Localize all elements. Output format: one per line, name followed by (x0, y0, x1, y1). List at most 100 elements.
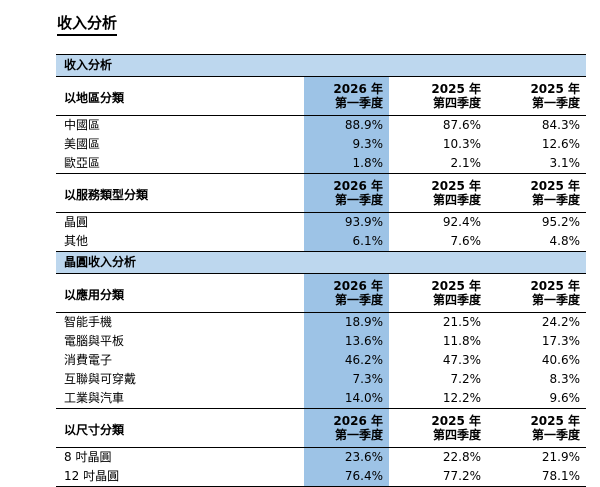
column-header: 2025 年第四季度 (389, 273, 487, 313)
row-label: 智能手機 (64, 315, 113, 329)
column-header: 2025 年第一季度 (487, 273, 587, 313)
table-row: 其他 6.1% 7.6% 4.8% (56, 232, 587, 252)
cell-value: 8.3% (549, 372, 581, 386)
cell-value: 7.2% (450, 372, 482, 386)
column-period: 第四季度 (432, 293, 481, 307)
row-label: 電腦與平板 (64, 334, 125, 348)
cell-value: 22.8% (442, 450, 481, 464)
page-title: 收入分析 (57, 13, 118, 36)
column-year: 2026 年 (333, 414, 383, 428)
row-label: 其他 (56, 232, 304, 252)
column-year: 2025 年 (530, 279, 581, 293)
table-row: 互聯與可穿戴 7.3% 7.2% 8.3% (56, 370, 586, 389)
column-period: 第一季度 (334, 193, 383, 207)
cell-value: 17.3% (541, 334, 581, 348)
table-row: 美國區 9.3% 10.3% 12.6% (56, 135, 586, 154)
row-label: 消費電子 (64, 353, 113, 367)
column-year: 2025 年 (530, 414, 581, 428)
column-year: 2025 年 (530, 82, 581, 96)
table-row: 消費電子 46.2% 47.3% 40.6% (56, 351, 586, 370)
column-period: 第四季度 (432, 193, 481, 207)
table-row: 歐亞區 1.8% 2.1% 3.1% (56, 154, 587, 174)
column-year: 2026 年 (333, 82, 383, 96)
section-header: 晶圓收入分析 (56, 251, 587, 274)
cell-value: 84.3% (541, 118, 581, 132)
group-label: 以地區分類 (56, 76, 304, 116)
row-label: 8 吋晶圓 (64, 450, 112, 464)
table-row: 8 吋晶圓 23.6% 22.8% 21.9% (56, 447, 586, 467)
row-label: 12 吋晶圓 (56, 467, 304, 487)
cell-value: 6.1% (304, 232, 389, 252)
cell-value: 76.4% (304, 467, 389, 487)
column-year: 2025 年 (431, 414, 481, 428)
cell-value: 88.9% (304, 115, 389, 135)
cell-value: 1.8% (304, 154, 389, 174)
cell-value: 40.6% (541, 353, 581, 367)
column-year: 2025 年 (530, 179, 581, 193)
row-label: 歐亞區 (56, 154, 304, 174)
column-header: 2026 年第一季度 (304, 76, 389, 116)
group-label: 以應用分類 (56, 273, 304, 313)
column-year: 2025 年 (431, 279, 481, 293)
cell-value: 46.2% (304, 351, 389, 370)
table-row: 晶圓 93.9% 92.4% 95.2% (56, 212, 586, 232)
table-row: 12 吋晶圓 76.4% 77.2% 78.1% (56, 467, 587, 487)
cell-value: 3.1% (487, 154, 587, 174)
cell-value: 77.2% (389, 467, 487, 487)
column-period: 第一季度 (532, 193, 581, 207)
row-label: 中國區 (64, 118, 101, 132)
cell-value: 21.5% (442, 315, 481, 329)
cell-value: 21.9% (541, 450, 581, 464)
row-label: 互聯與可穿戴 (64, 372, 137, 386)
column-header: 2026 年第一季度 (304, 173, 389, 213)
cell-value: 12.2% (389, 389, 487, 409)
column-year: 2025 年 (431, 179, 481, 193)
group-label: 以尺寸分類 (56, 408, 304, 448)
group-header-row: 以地區分類 2026 年第一季度 2025 年第四季度 2025 年第一季度 (56, 76, 587, 116)
cell-value: 78.1% (487, 467, 587, 487)
column-year: 2025 年 (431, 82, 481, 96)
column-header: 2025 年第四季度 (389, 408, 487, 448)
group-label: 以服務類型分類 (56, 173, 304, 213)
row-label: 工業與汽車 (56, 389, 304, 409)
column-period: 第一季度 (334, 96, 383, 110)
row-label: 美國區 (64, 137, 101, 151)
cell-value: 11.8% (442, 334, 481, 348)
column-period: 第一季度 (532, 428, 581, 442)
group-header-row: 以應用分類 2026 年第一季度 2025 年第四季度 2025 年第一季度 (56, 273, 587, 313)
cell-value: 9.6% (487, 389, 587, 409)
table-row: 工業與汽車 14.0% 12.2% 9.6% (56, 389, 587, 409)
cell-value: 92.4% (442, 215, 481, 229)
cell-value: 87.6% (442, 118, 481, 132)
column-period: 第一季度 (532, 96, 581, 110)
cell-value: 9.3% (304, 135, 389, 154)
revenue-table: 收入分析 以地區分類 2026 年第一季度 2025 年第四季度 2025 年第一季度中… (56, 54, 587, 487)
column-year: 2026 年 (333, 179, 383, 193)
column-header: 2025 年第四季度 (389, 173, 487, 213)
column-header: 2025 年第四季度 (389, 76, 487, 116)
group-header-row: 以服務類型分類 2026 年第一季度 2025 年第四季度 2025 年第一季度 (56, 173, 587, 213)
column-header: 2025 年第一季度 (487, 408, 587, 448)
column-year: 2026 年 (333, 279, 383, 293)
column-header: 2026 年第一季度 (304, 408, 389, 448)
column-period: 第四季度 (432, 428, 481, 442)
column-period: 第四季度 (432, 96, 481, 110)
cell-value: 10.3% (442, 137, 481, 151)
column-header: 2025 年第一季度 (487, 76, 587, 116)
group-header-row: 以尺寸分類 2026 年第一季度 2025 年第四季度 2025 年第一季度 (56, 408, 587, 448)
column-period: 第一季度 (334, 293, 383, 307)
column-header: 2025 年第一季度 (487, 173, 587, 213)
row-label: 晶圓 (64, 215, 89, 229)
cell-value: 93.9% (304, 212, 389, 232)
cell-value: 18.9% (304, 312, 389, 332)
cell-value: 2.1% (389, 154, 487, 174)
cell-value: 14.0% (304, 389, 389, 409)
cell-value: 95.2% (541, 215, 581, 229)
cell-value: 24.2% (541, 315, 581, 329)
column-header: 2026 年第一季度 (304, 273, 389, 313)
cell-value: 23.6% (304, 447, 389, 467)
cell-value: 7.6% (389, 232, 487, 252)
column-period: 第一季度 (334, 428, 383, 442)
section-title: 收入分析 (56, 54, 587, 77)
cell-value: 12.6% (541, 137, 581, 151)
